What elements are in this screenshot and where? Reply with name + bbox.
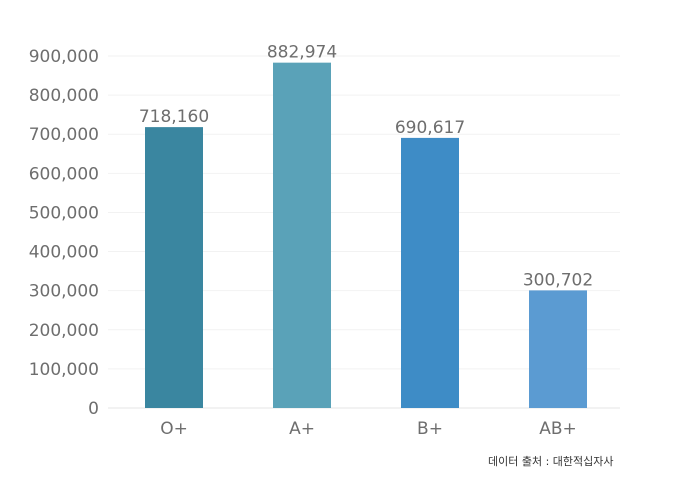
bar <box>401 137 459 408</box>
y-tick-label: 0 <box>88 399 99 419</box>
bar <box>145 127 203 409</box>
source-note: 데이터 출처 : 대한적십자사 <box>488 455 614 468</box>
y-tick-label: 900,000 <box>29 47 99 67</box>
bar <box>273 62 331 408</box>
x-axis-categories: O+ A+ B+ AB+ <box>160 419 577 439</box>
bar-value-label: 718,160 <box>139 107 209 127</box>
y-tick-label: 700,000 <box>29 125 99 145</box>
y-tick-label: 400,000 <box>29 243 99 263</box>
x-category-label: A+ <box>289 419 315 439</box>
y-tick-label: 600,000 <box>29 164 99 184</box>
bar-value-label: 690,617 <box>395 118 465 138</box>
x-category-label: AB+ <box>539 419 577 439</box>
bar <box>529 290 587 408</box>
y-tick-label: 500,000 <box>29 203 99 223</box>
y-axis-ticks: 0 100,000 200,000 300,000 400,000 500,000 600,… <box>29 47 99 419</box>
data-labels: 718,160 882,974 690,617 300,702 <box>139 43 593 291</box>
y-tick-label: 200,000 <box>29 321 99 341</box>
x-category-label: O+ <box>160 419 188 439</box>
bars <box>145 62 587 409</box>
y-tick-label: 100,000 <box>29 360 99 380</box>
bar-value-label: 300,702 <box>523 270 593 290</box>
bar-value-label: 882,974 <box>267 43 337 63</box>
x-category-label: B+ <box>417 419 443 439</box>
y-tick-label: 300,000 <box>29 282 99 302</box>
y-tick-label: 800,000 <box>29 86 99 106</box>
